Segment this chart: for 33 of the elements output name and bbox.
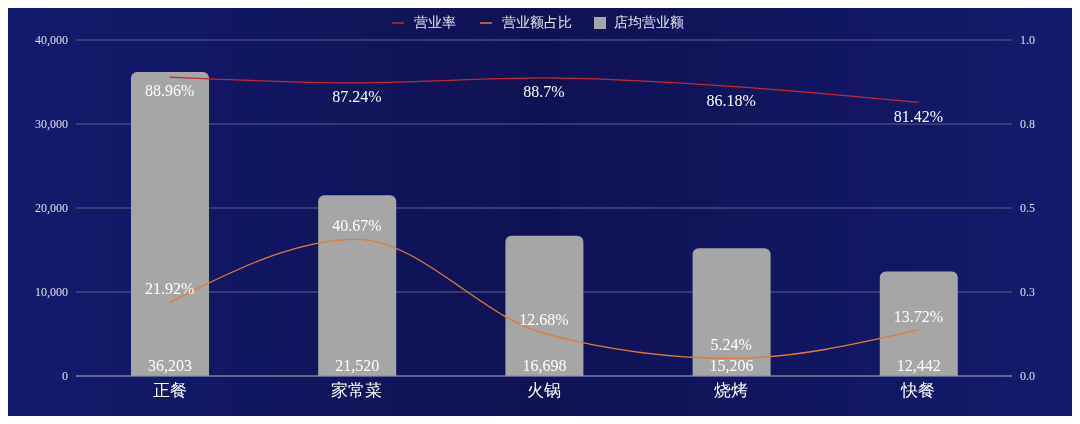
- data-label: 13.72%: [893, 307, 944, 325]
- y-tick-label: 20,000: [35, 201, 68, 216]
- data-label: 12.68%: [519, 311, 569, 329]
- data-label: 36,203: [148, 357, 192, 374]
- y-tick-label: 0: [62, 369, 68, 384]
- y-tick-label: 30,000: [35, 117, 68, 132]
- y2-tick-label: 1.0: [1020, 33, 1035, 48]
- y2-tick-label: 0.8: [1020, 117, 1035, 132]
- y-tick-label: 10,000: [35, 285, 68, 300]
- data-label: 87.24%: [332, 88, 382, 106]
- y2-tick-label: 0.3: [1020, 285, 1035, 300]
- x-tick-label: 快餐: [900, 380, 936, 401]
- legend-label: 营业率: [414, 14, 456, 32]
- data-label: 86.18%: [706, 91, 756, 109]
- y-tick-label: 40,000: [35, 33, 68, 48]
- data-label: 5.24%: [710, 336, 752, 354]
- data-label: 88.96%: [144, 82, 195, 100]
- data-label: 40.67%: [332, 217, 382, 235]
- legend-label: 营业额占比: [502, 14, 572, 32]
- x-tick-label: 火锅: [527, 380, 561, 401]
- data-label: 88.7%: [523, 83, 565, 101]
- legend-label: 店均营业额: [614, 14, 684, 32]
- data-label: 81.42%: [893, 107, 944, 125]
- y2-tick-label: 0.0: [1020, 369, 1035, 384]
- data-label: 15,206: [709, 357, 754, 374]
- x-tick-label: 烧烤: [714, 380, 749, 401]
- x-tick-label: 正餐: [152, 380, 187, 401]
- x-tick-label: 家常菜: [331, 380, 383, 401]
- data-label: 21,520: [335, 357, 380, 374]
- data-label: 12,442: [896, 357, 941, 374]
- data-label: 21.92%: [144, 280, 195, 298]
- data-label: 16,698: [522, 357, 567, 374]
- y2-tick-label: 0.5: [1020, 201, 1035, 216]
